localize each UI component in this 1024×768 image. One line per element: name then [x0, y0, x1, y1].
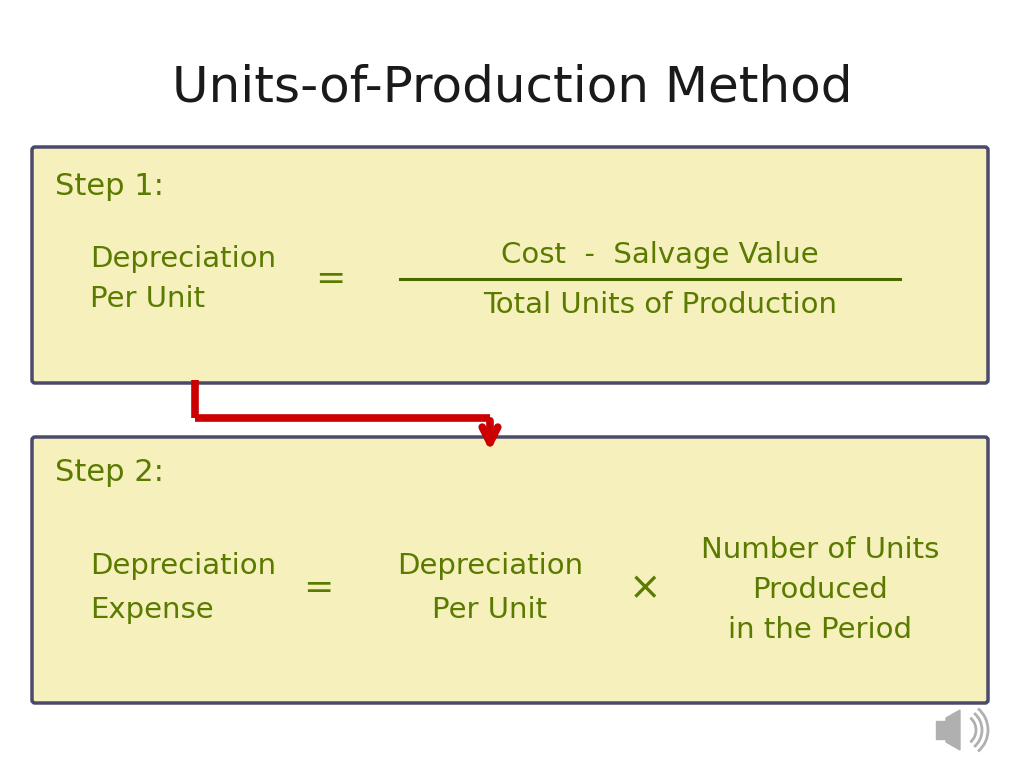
Text: in the Period: in the Period [728, 616, 912, 644]
Text: Expense: Expense [90, 596, 214, 624]
FancyBboxPatch shape [32, 437, 988, 703]
Text: Produced: Produced [752, 576, 888, 604]
Text: Per Unit: Per Unit [90, 285, 205, 313]
Text: =: = [314, 262, 345, 296]
Text: Cost  -  Salvage Value: Cost - Salvage Value [501, 241, 819, 269]
Text: Number of Units: Number of Units [700, 536, 939, 564]
Text: Step 1:: Step 1: [55, 172, 164, 201]
FancyBboxPatch shape [32, 147, 988, 383]
Text: Per Unit: Per Unit [432, 596, 548, 624]
Text: Total Units of Production: Total Units of Production [483, 291, 837, 319]
Polygon shape [946, 710, 961, 750]
Bar [936, 721, 946, 739]
Text: Step 2:: Step 2: [55, 458, 164, 487]
Text: ×: × [629, 569, 662, 607]
Text: Depreciation: Depreciation [397, 552, 583, 580]
Text: =: = [303, 571, 333, 605]
Text: Depreciation: Depreciation [90, 245, 276, 273]
Text: Depreciation: Depreciation [90, 552, 276, 580]
Text: Units-of-Production Method: Units-of-Production Method [172, 64, 852, 112]
